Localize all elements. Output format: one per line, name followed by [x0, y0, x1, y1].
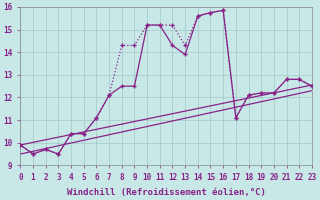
- X-axis label: Windchill (Refroidissement éolien,°C): Windchill (Refroidissement éolien,°C): [67, 188, 266, 197]
